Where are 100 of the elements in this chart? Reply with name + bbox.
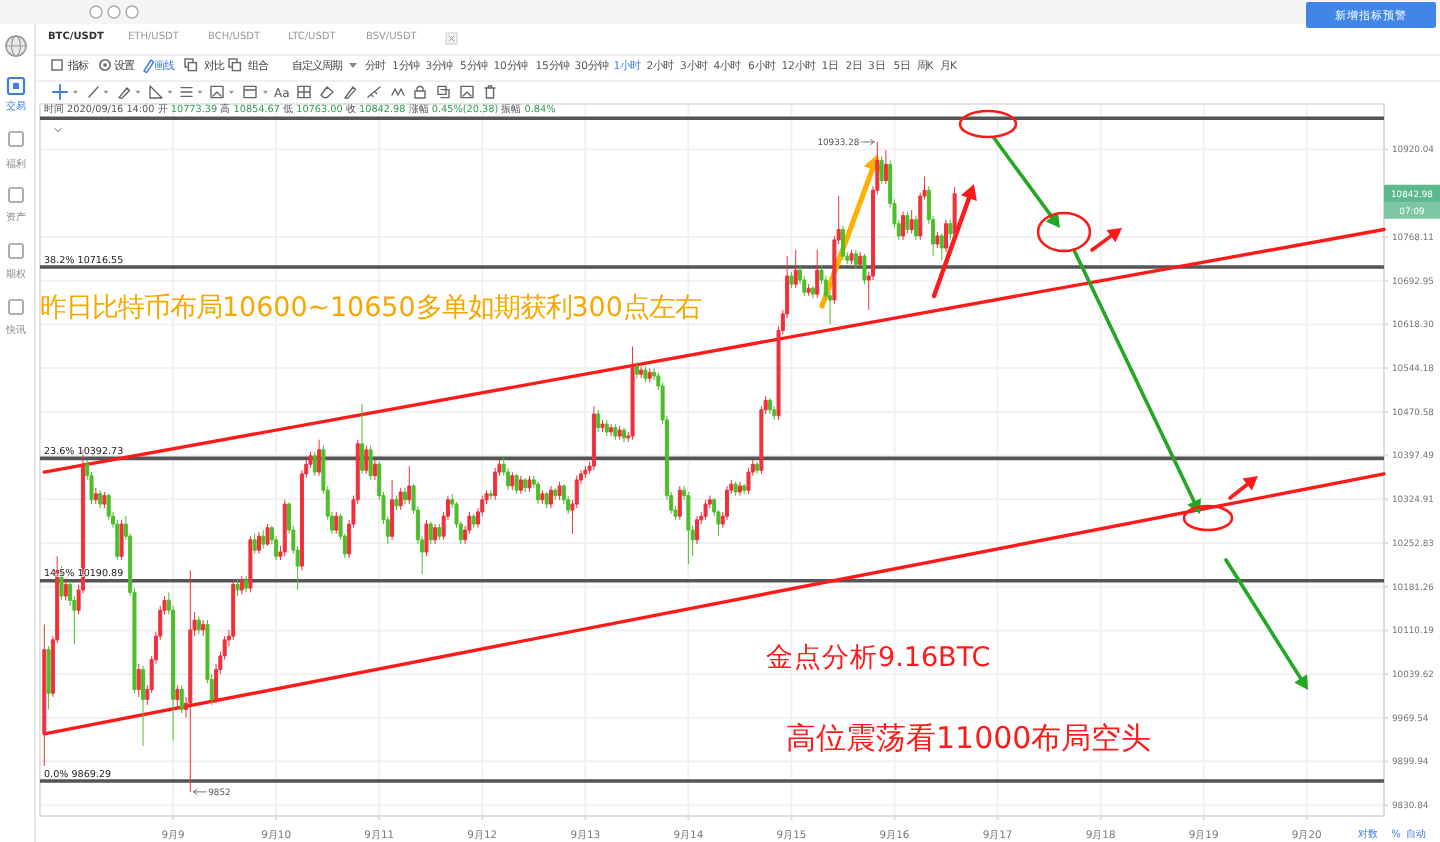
candlestick	[879, 155, 884, 185]
candlestick	[647, 367, 652, 383]
candlestick	[694, 515, 699, 545]
candlestick	[136, 663, 141, 698]
candlestick	[849, 249, 854, 265]
candlestick	[188, 569, 193, 793]
candlestick	[390, 479, 395, 541]
candlestick	[119, 519, 124, 561]
candlestick	[944, 219, 949, 253]
candlestick	[360, 403, 365, 475]
candlestick	[703, 499, 708, 521]
candlestick	[583, 465, 588, 479]
candlestick	[621, 427, 626, 443]
candlestick	[394, 495, 399, 511]
candlestick	[488, 489, 493, 501]
candlestick	[282, 499, 287, 557]
candlestick	[952, 186, 957, 241]
candlestick	[364, 445, 369, 475]
candlestick	[935, 231, 940, 249]
candlestick	[939, 233, 944, 261]
candlestick	[471, 513, 476, 529]
candlestick	[527, 475, 532, 493]
candlestick	[312, 451, 317, 477]
candlestick	[862, 253, 867, 285]
candlestick	[557, 481, 562, 501]
candlestick	[317, 439, 322, 477]
candlestick	[609, 423, 614, 437]
candlestick	[201, 619, 206, 637]
candlestick	[46, 645, 51, 710]
candlestick	[634, 361, 639, 379]
candlestick	[179, 684, 184, 714]
candlestick	[518, 475, 523, 495]
candlestick	[600, 419, 605, 433]
candlestick	[858, 251, 863, 269]
candlestick	[948, 219, 953, 241]
candlestick	[256, 531, 261, 555]
candlestick	[639, 365, 644, 379]
candlestick	[231, 579, 236, 641]
candlestick	[733, 481, 738, 497]
candlestick	[591, 405, 596, 471]
candlestick	[544, 491, 549, 509]
candlestick	[196, 615, 201, 635]
candlestick	[239, 575, 244, 595]
candlestick	[493, 467, 498, 501]
candlestick	[536, 481, 541, 505]
candlestick	[514, 473, 519, 495]
candlestick	[261, 529, 266, 549]
candlestick	[613, 423, 618, 441]
candlestick	[901, 211, 906, 241]
candlestick	[909, 209, 914, 235]
candlestick	[677, 485, 682, 521]
candlestick	[244, 575, 249, 593]
candlestick	[596, 409, 601, 433]
candlestick	[248, 535, 253, 593]
candlestick	[141, 665, 146, 747]
candlestick	[905, 211, 910, 235]
candlestick	[368, 445, 373, 481]
candlestick	[767, 397, 772, 415]
candlestick	[175, 684, 180, 710]
candlestick	[789, 271, 794, 289]
candlestick	[437, 523, 442, 541]
candlestick	[604, 419, 609, 437]
candlestick	[540, 489, 545, 505]
candlestick	[63, 577, 68, 601]
candlestick	[93, 487, 98, 505]
annotation: 昨日比特币布局10600~10650多单如期获利300点左右	[40, 294, 701, 324]
candlestick	[772, 405, 777, 421]
candlestick	[510, 471, 515, 491]
annotation: 高位震荡看11000布局空头	[786, 720, 1152, 756]
candlestick	[742, 483, 747, 495]
candlestick	[725, 485, 730, 521]
candlestick	[883, 149, 888, 185]
candlestick	[334, 511, 339, 535]
candlestick	[424, 519, 429, 557]
candlestick	[737, 481, 742, 497]
candlestick	[617, 425, 622, 441]
candlestick	[913, 215, 918, 241]
candlestick	[372, 459, 377, 481]
candlestick	[102, 491, 107, 509]
candlestick	[428, 521, 433, 545]
candlestick	[115, 519, 120, 561]
candlestick	[98, 489, 103, 509]
candlestick	[643, 365, 648, 383]
candlestick	[42, 623, 47, 767]
candlestick	[686, 491, 691, 565]
candlestick	[810, 285, 815, 299]
candlestick	[553, 487, 558, 501]
candlestick	[630, 345, 635, 441]
candlestick	[106, 493, 111, 521]
candlestick	[402, 487, 407, 505]
candlestick	[407, 465, 412, 505]
annotation: 金点分析9.16BTC	[766, 642, 991, 674]
candlestick	[548, 485, 553, 509]
candlestick	[235, 577, 240, 597]
candlestick	[806, 283, 811, 297]
candlestick	[755, 461, 760, 475]
candlestick	[840, 224, 845, 261]
candlestick	[523, 477, 528, 493]
candlestick	[793, 249, 798, 289]
candlestick	[746, 467, 751, 495]
